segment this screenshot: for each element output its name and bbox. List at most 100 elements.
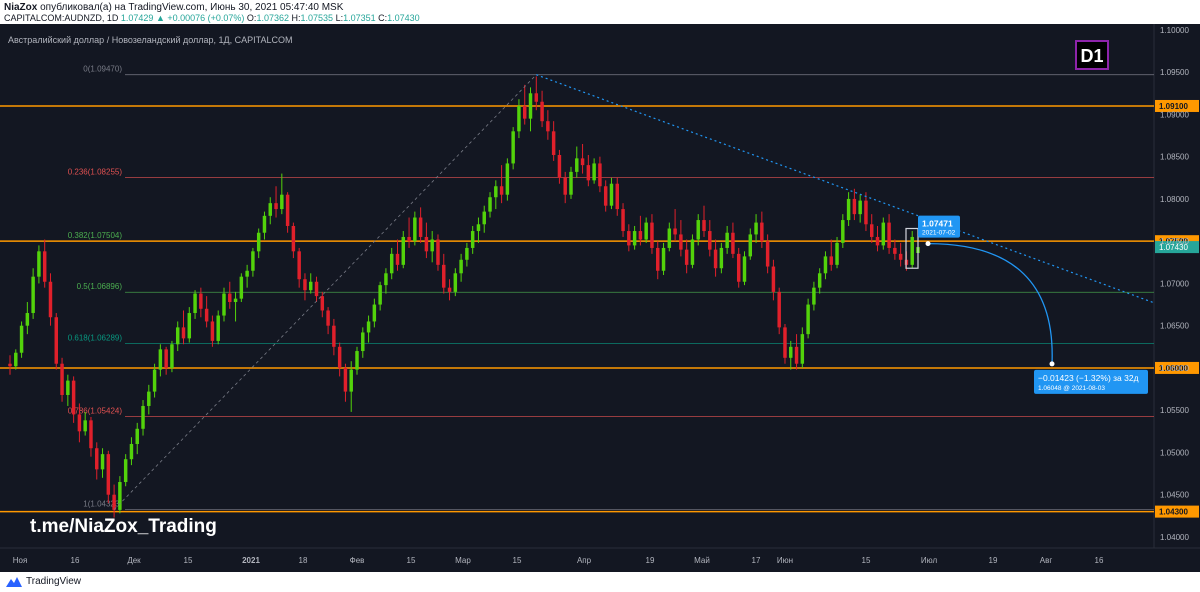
candle-body [557,154,562,178]
marker-date-label: 2021-07-02 [922,230,956,237]
ohlc-low: 1.07351 [343,13,376,23]
projection-arrow[interactable] [927,242,1053,364]
candle-body [852,198,857,215]
timeframe-badge: D1 [1080,46,1103,66]
candle-body [777,291,781,328]
time-axis-tick: 18 [299,556,308,565]
time-axis-tick: 2021 [242,556,260,565]
candle-body [31,276,35,314]
candle-body [193,293,197,314]
marker-tag-bg [918,215,960,238]
candle-body [332,325,336,347]
time-axis-tick: Авг [1040,556,1053,565]
candle-body [245,270,249,277]
candle-body [25,313,30,326]
candle-body [869,224,874,237]
candle-body [488,197,492,212]
candle-body [297,251,301,280]
price-chart-svg[interactable]: Австралийский доллар / Новозеландский до… [0,24,1200,572]
candle-body [239,276,244,299]
descending-trendline[interactable] [536,74,1155,304]
candle-body [754,222,758,235]
time-axis-tick: 19 [646,556,655,565]
price-label-bg [1155,505,1199,518]
candle-body [83,420,87,432]
candle-body [546,121,550,132]
ohlc-open: 1.07362 [256,13,289,23]
candle-body [309,281,313,291]
candle-body [598,163,602,187]
candle-body [644,222,648,240]
candle-body [465,247,469,260]
candle-body [395,253,400,265]
candle-body [355,351,359,370]
ohlc-high: 1.07535 [300,13,334,23]
price-axis-tick: 1.09500 [1160,68,1189,77]
candle-body [66,380,70,395]
candle-body [389,253,394,274]
candle-body [881,222,886,246]
tradingview-logo[interactable]: TradingView [6,576,81,587]
candle-body [175,327,180,345]
chart-area[interactable]: Австралийский доллар / Новозеландский до… [0,24,1200,572]
projection-target-label: 1.06048 @ 2021-08-03 [1038,385,1105,392]
candle-body [841,220,845,243]
candle-body [817,273,822,288]
candle-body [158,349,163,370]
price-axis-tick: 1.08000 [1160,195,1189,204]
candle-body [42,251,47,282]
selection-marker-box[interactable] [905,227,919,269]
candle-body [765,241,770,267]
candle-body [702,220,706,232]
candle-body [713,249,718,269]
candle-body [326,310,330,326]
candle-body [800,334,805,364]
candle-body [337,346,342,368]
candle-body [760,222,764,242]
candle-body [667,228,672,248]
level-price-label: 1.04300 [1159,508,1188,517]
candle-body [372,304,377,322]
symbol-label: CAPITALCOM:AUDNZD, 1D [4,13,119,23]
candle-body [534,93,539,102]
candle-body [291,225,296,252]
author-name[interactable]: NiaZox [4,2,38,13]
candle-body [436,239,440,265]
candle-body [494,186,498,198]
publish-info: NiaZox опубликовал(а) на TradingView.com… [4,2,343,13]
projection-change-label: −0.01423 (−1.32%) за 32д [1038,373,1139,383]
candle-body [887,222,891,248]
candle-body [517,105,521,132]
time-axis-tick: Мар [455,556,471,565]
candle-body [586,165,591,181]
candle-body [661,247,666,271]
time-axis-tick: 16 [1095,556,1104,565]
time-axis-tick: 15 [184,556,193,565]
fib-trend-diagonal [113,74,537,510]
candle-body [771,266,776,292]
candle-body [690,239,695,265]
candle-body [511,131,515,164]
candle-body [89,420,93,449]
time-axis-tick: 15 [862,556,871,565]
candle-body [187,313,192,339]
time-axis-bg [0,548,1200,572]
candle-body [210,321,215,341]
fib-level-label: 0(1.09470) [83,65,122,74]
candle-body [8,363,12,367]
time-axis-tick: Ноя [13,556,28,565]
candle-body [499,186,504,195]
price-axis-tick: 1.05500 [1160,406,1189,415]
candle-body [100,454,105,470]
candle-body [893,247,897,254]
candle-body [679,234,683,250]
level-price-label: 1.09100 [1159,102,1188,111]
ohlc-close: 1.07430 [387,13,420,23]
fib-level-label: 1(1.04323) [83,500,122,509]
candle-body [361,332,365,352]
candle-body [696,220,700,240]
price-axis-tick: 1.08500 [1160,153,1189,162]
candle-body [141,405,145,429]
current-price-tag-bg [1155,241,1199,254]
candle-body [262,215,267,233]
